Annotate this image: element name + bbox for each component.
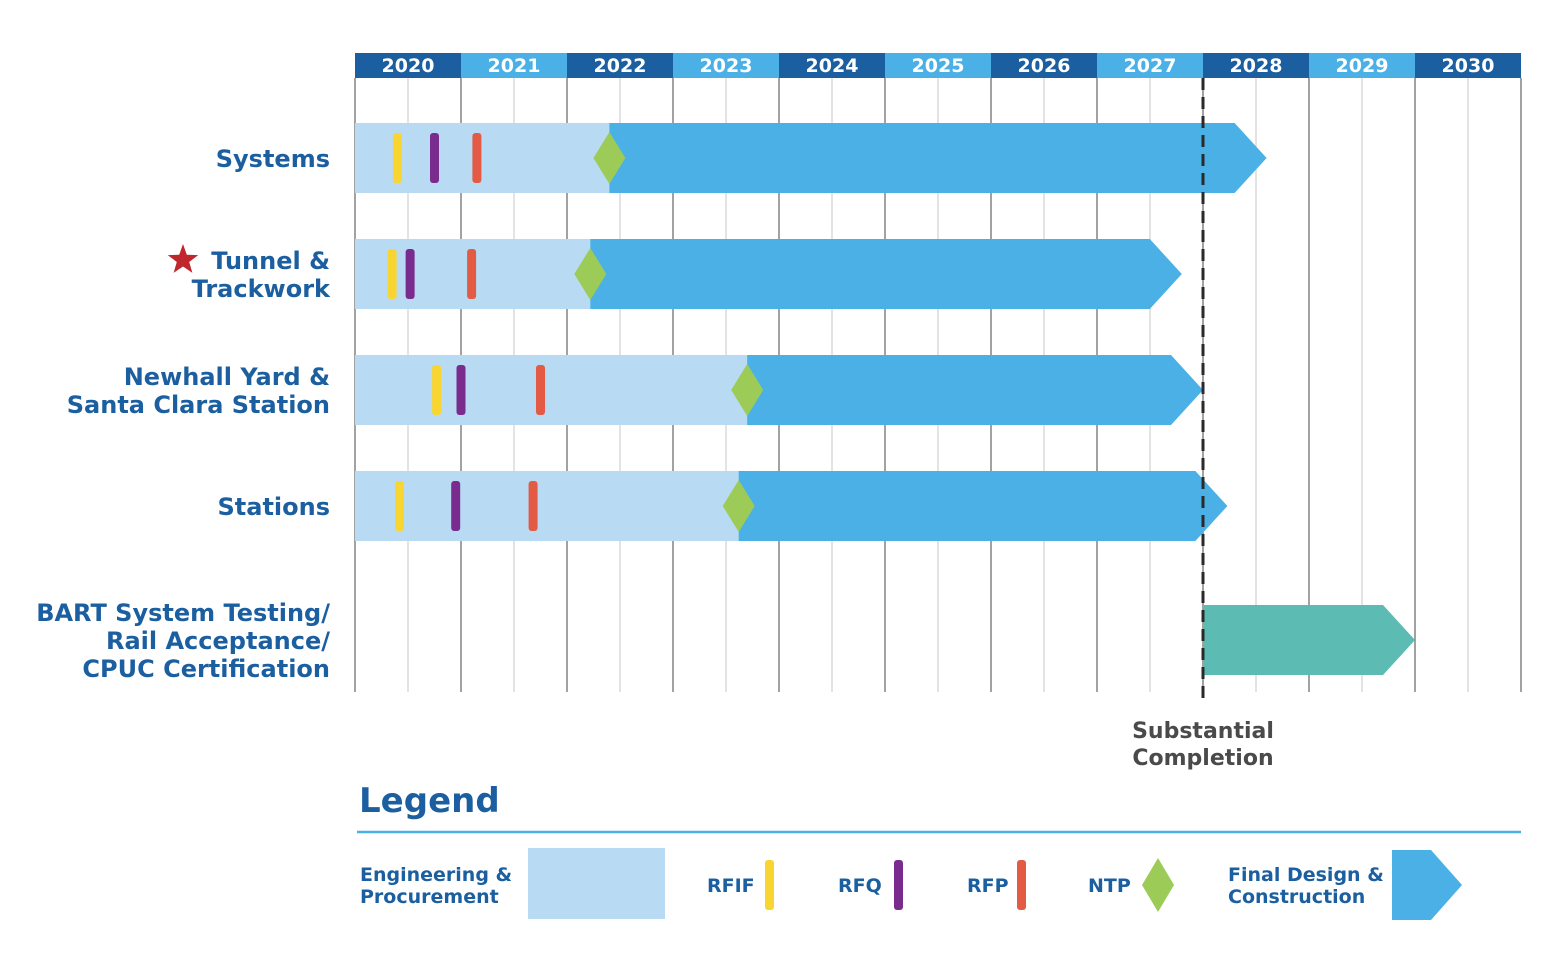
legend-label: NTP (1088, 875, 1131, 897)
year-tick-label: 2020 (382, 55, 435, 77)
legend-rfp-swatch (1017, 860, 1026, 910)
legend-label: Final Design & (1228, 864, 1384, 886)
legend-label: Engineering & (360, 864, 512, 886)
legend-rfif-swatch (765, 860, 774, 910)
testing-bar (1203, 605, 1415, 675)
rfq-marker (430, 133, 439, 183)
row-label: Santa Clara Station (67, 391, 330, 419)
row-label: Stations (217, 493, 330, 521)
construction-bar (609, 123, 1267, 193)
legend-title: Legend (359, 781, 500, 821)
rfq-marker (405, 249, 415, 299)
row-label: BART System Testing/ (36, 599, 330, 627)
year-header-cell (1097, 53, 1203, 78)
year-header-cell (1203, 53, 1309, 78)
substantial-completion-label: Substantial (1132, 719, 1274, 744)
year-header-cell (991, 53, 1097, 78)
legend-engineering-swatch (528, 848, 665, 919)
year-tick-label: 2024 (806, 55, 859, 77)
rfif-marker (432, 365, 442, 415)
row-label: Rail Acceptance/ (106, 627, 330, 655)
year-header-cell (1309, 53, 1415, 78)
rfif-marker (392, 133, 402, 183)
year-header-cell (461, 53, 567, 78)
ntp-marker (722, 480, 755, 532)
year-tick-label: 2026 (1018, 55, 1071, 77)
construction-bar (590, 239, 1182, 309)
rfq-marker (456, 365, 466, 415)
rfif-marker (387, 249, 397, 299)
substantial-completion-label: Completion (1132, 746, 1273, 771)
ntp-marker (574, 248, 607, 300)
rfp-marker (528, 481, 538, 531)
year-header-cell (885, 53, 991, 78)
legend-ntp-swatch (1142, 858, 1174, 912)
rfp-marker (472, 133, 482, 183)
year-tick-label: 2030 (1442, 55, 1495, 77)
year-tick-label: 2029 (1336, 55, 1389, 77)
year-tick-label: 2027 (1124, 55, 1177, 77)
year-tick-label: 2021 (488, 55, 541, 77)
legend-construction-swatch (1392, 850, 1462, 920)
legend-label: RFP (967, 875, 1009, 897)
construction-bar (747, 355, 1203, 425)
row-label: Tunnel & (211, 247, 330, 275)
year-tick-label: 2025 (912, 55, 965, 77)
year-header-cell (1415, 53, 1521, 78)
star-icon (167, 244, 199, 273)
row-label: CPUC Certification (82, 655, 330, 683)
legend-label: Procurement (360, 886, 499, 908)
engineering-bar (355, 355, 756, 425)
legend-label: Construction (1228, 886, 1365, 908)
row-label: Newhall Yard & (124, 363, 330, 391)
year-header-cell (567, 53, 673, 78)
row-label: Systems (216, 145, 330, 173)
ntp-marker (593, 132, 626, 184)
rfp-marker (467, 249, 477, 299)
rfif-marker (395, 481, 405, 531)
engineering-bar (355, 471, 747, 541)
year-tick-label: 2028 (1230, 55, 1283, 77)
legend-label: RFQ (838, 875, 882, 897)
year-header-cell (355, 53, 461, 78)
construction-bar (738, 471, 1228, 541)
year-header-cell (779, 53, 885, 78)
year-header-cell (673, 53, 779, 78)
rfq-marker (451, 481, 461, 531)
year-tick-label: 2023 (700, 55, 753, 77)
legend-rfq-swatch (894, 860, 903, 910)
legend-label: RFIF (707, 875, 755, 897)
year-tick-label: 2022 (594, 55, 647, 77)
rfp-marker (536, 365, 545, 415)
ntp-marker (731, 364, 764, 416)
row-label: Trackwork (192, 275, 331, 303)
